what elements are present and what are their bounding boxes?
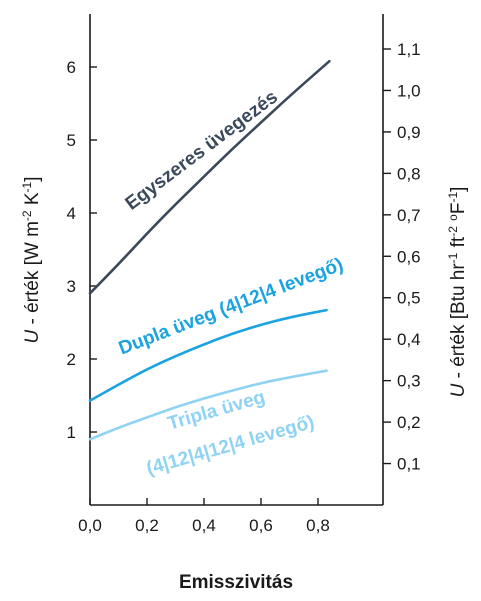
y-right-tick-label: 0,9 [397, 123, 421, 142]
y-right-tick-label: 0,8 [397, 164, 421, 183]
axes: 0,0 0,2 0,4 0,6 0,8 1 2 3 4 5 6 0,1 0,2 0,3 0,4 0,5 0,6 0… [67, 14, 421, 535]
series-label-0: Egyszeres üvegezés [122, 87, 282, 215]
y-left-tick-label: 5 [67, 131, 76, 150]
series-line-1 [88, 308, 328, 402]
y-left-tick-label: 1 [67, 423, 76, 442]
y-left-tick-label: 4 [67, 204, 76, 223]
series-label-1: Dupla üveg (4|12|4 levegő) [116, 254, 346, 359]
series-line-0 [88, 59, 331, 295]
x-axis-title: Emisszivitás [179, 572, 293, 593]
y-right-tick-label: 0,2 [397, 413, 421, 432]
y-axis-left-title: U - érték [W m-2 K-1] [20, 176, 43, 343]
y-left-tick-label: 6 [67, 58, 76, 77]
series-lines [88, 59, 331, 441]
y-right-tick-label: 0,7 [397, 206, 421, 225]
y-right-tick-label: 0,3 [397, 372, 421, 391]
y-right-tick-label: 0,6 [397, 247, 421, 266]
y-axis-right-title: U - érték [Btu hr-1 ft-2 oF-1] [446, 187, 469, 398]
y-right-tick-label: 0,1 [397, 455, 421, 474]
y-right-tick-label: 0,5 [397, 289, 421, 308]
y-right-tick-label: 1,1 [397, 40, 421, 59]
series-labels: Egyszeres üvegezés Dupla üveg (4|12|4 lev… [116, 87, 346, 480]
x-tick-label: 0,4 [192, 516, 216, 535]
axis-titles: Emisszivitás U - érték [W m-2 K-1] U - ért… [20, 176, 469, 593]
x-tick-label: 0,2 [135, 516, 159, 535]
y-left-tick-label: 3 [67, 277, 76, 296]
series-line-2 [88, 369, 328, 441]
x-tick-label: 0,0 [78, 516, 102, 535]
y-right-tick-label: 1,0 [397, 81, 421, 100]
y-right-tick-label: 0,4 [397, 330, 421, 349]
y-left-tick-label: 2 [67, 350, 76, 369]
x-tick-label: 0,6 [249, 516, 273, 535]
x-tick-label: 0,8 [306, 516, 330, 535]
